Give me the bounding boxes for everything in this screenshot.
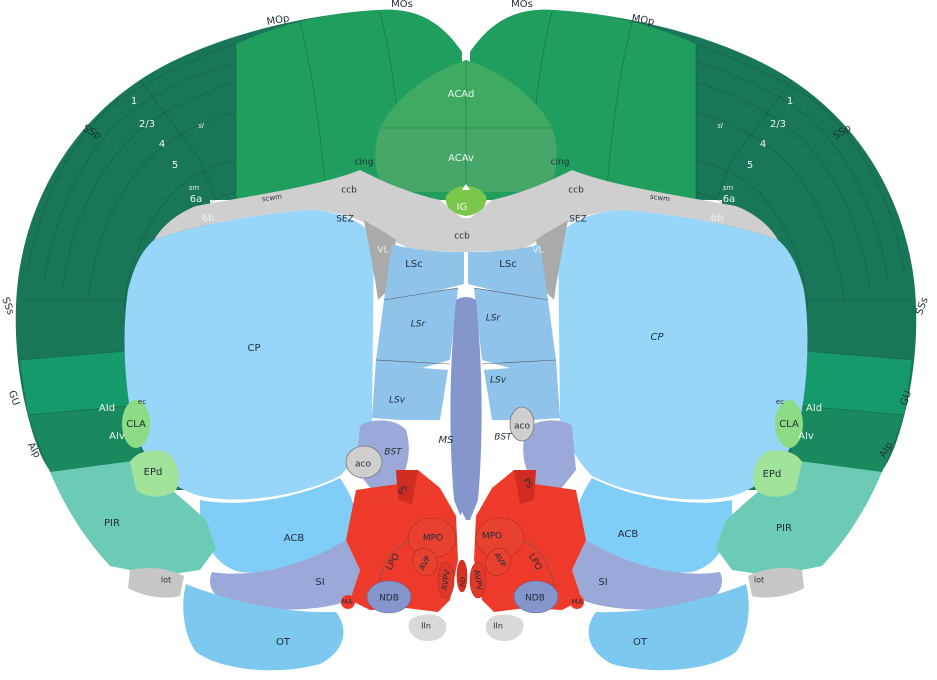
lsc-right[interactable] [468, 244, 548, 300]
lsv-left[interactable] [372, 360, 448, 420]
pallidum [210, 420, 722, 610]
cp-left[interactable] [124, 210, 374, 500]
lateral-olfactory [50, 400, 882, 598]
label-gu-left: GU [6, 389, 21, 407]
ot-left[interactable] [183, 584, 344, 671]
iin-right[interactable] [485, 614, 524, 642]
acb-right[interactable] [575, 478, 732, 573]
white-matter [154, 170, 778, 252]
avp-right[interactable] [481, 544, 515, 580]
ma-right[interactable] [570, 595, 584, 609]
lot-left[interactable] [128, 568, 184, 598]
gu-band-left[interactable] [20, 350, 140, 415]
avp-left[interactable] [408, 544, 442, 580]
lsc-left[interactable] [384, 244, 464, 300]
aco-right[interactable] [509, 406, 535, 442]
label-mos-right: MOs [511, 0, 533, 10]
pir-left[interactable] [50, 460, 216, 576]
avpv-right[interactable] [469, 561, 487, 599]
ndb-right[interactable] [513, 580, 559, 614]
acb-left[interactable] [200, 478, 357, 573]
si-left[interactable] [210, 540, 360, 610]
ma-left[interactable] [341, 595, 355, 609]
label-sss-right: SSs [914, 296, 930, 317]
cp-right[interactable] [558, 210, 808, 500]
cla-left[interactable] [122, 400, 150, 448]
si-right[interactable] [572, 540, 722, 610]
epd-left[interactable] [130, 450, 179, 497]
preoptic-right[interactable] [474, 470, 586, 612]
ot-right[interactable] [588, 584, 749, 671]
ai-band-right[interactable] [792, 405, 904, 472]
bst-right[interactable] [523, 420, 576, 490]
striatum [124, 210, 808, 573]
label-mos-left: MOs [391, 0, 413, 10]
gu-band-right[interactable] [792, 350, 912, 415]
avpv-left[interactable] [437, 561, 455, 599]
label-bst-right: BST [494, 433, 513, 443]
label-sss-left: SSs [0, 296, 16, 317]
ndb-left[interactable] [366, 580, 412, 614]
lsr-left[interactable] [376, 288, 458, 368]
lateral-septum [372, 244, 560, 420]
epd-right[interactable] [753, 450, 802, 497]
ps-left[interactable] [396, 470, 418, 504]
anterior-cingulate [375, 60, 557, 192]
aco-left[interactable] [345, 445, 383, 479]
pir-right[interactable] [716, 460, 882, 576]
cla-right[interactable] [775, 400, 803, 448]
lsr-right[interactable] [474, 288, 556, 368]
hypothalamus [346, 470, 586, 612]
ov-region[interactable] [456, 559, 468, 593]
corpus-callosum[interactable] [154, 170, 778, 252]
lot-right[interactable] [748, 568, 804, 598]
iin-left[interactable] [408, 614, 447, 642]
ai-band-left[interactable] [28, 405, 140, 472]
preoptic-left[interactable] [346, 470, 458, 612]
ps-right[interactable] [514, 470, 536, 504]
ms-region[interactable] [450, 297, 482, 520]
lsv-right[interactable] [484, 360, 560, 420]
ig-region[interactable] [445, 186, 487, 216]
